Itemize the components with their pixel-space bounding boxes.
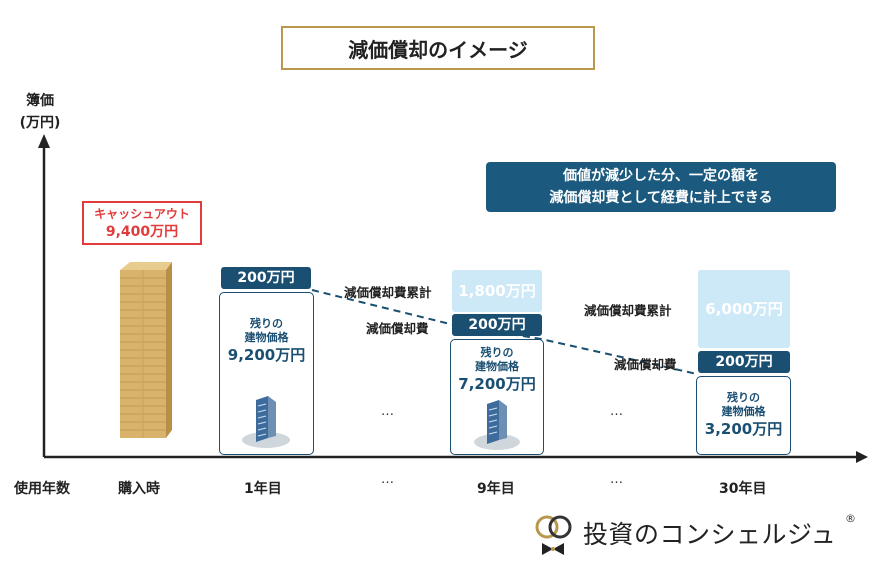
year9-accum-label: 減価償却費累計 [344, 285, 432, 300]
year30-remaining-value: 3,200万円 [704, 420, 783, 438]
ellipsis-1: … [381, 404, 394, 419]
year1-remaining-value: 9,200万円 [227, 346, 306, 364]
y-axis-arrow [38, 134, 50, 148]
year9-dep-label: 減価償却費 [366, 321, 429, 336]
x-tick-year1: 1年目 [244, 481, 282, 497]
year30-remaining-box: 残りの 建物価格 3,200万円 [696, 376, 791, 455]
year9-depreciation-box: 200万円 [452, 314, 542, 336]
x-axis-arrow [856, 451, 868, 463]
year9-building-icon [474, 400, 520, 450]
year1-remaining-line2: 建物価格 [244, 331, 289, 344]
cashout-box: キャッシュアウト 9,400万円 [82, 201, 202, 245]
callout-line2: 減価償却費として経費に計上できる [549, 190, 773, 206]
decline-trend-line [311, 289, 698, 375]
year1-remaining-line1: 残りの [250, 317, 283, 330]
logo-text: 投資のコンシェルジュ [583, 520, 837, 549]
y-axis-label-line1: 簿価 [26, 93, 54, 109]
year30-accum-label: 減価償却費累計 [584, 303, 672, 318]
page-title: 減価償却のイメージ [281, 26, 595, 70]
registered-mark: ® [845, 512, 856, 525]
cashout-label: キャッシュアウト [94, 207, 190, 221]
year9-remaining-line1: 残りの [480, 346, 514, 359]
explanation-callout: 価値が減少した分、一定の額を 減価償却費として経費に計上できる [486, 162, 836, 212]
y-axis-label: 簿価 (万円) [16, 90, 64, 134]
year30-remaining-line1: 残りの [727, 391, 760, 404]
year9-remaining-value: 7,200万円 [458, 375, 536, 393]
x-tick-year9: 9年目 [477, 481, 515, 497]
y-axis-label-line2: (万円) [19, 115, 61, 131]
x-tick-ellipsis-1: … [381, 472, 394, 487]
money-stack-icon [120, 262, 172, 438]
year1-building-icon [242, 396, 290, 448]
callout-line1: 価値が減少した分、一定の額を [563, 168, 759, 184]
x-tick-year30: 30年目 [719, 481, 767, 497]
x-axis-label: 使用年数 [14, 481, 70, 497]
cashout-value: 9,400万円 [105, 224, 179, 240]
year30-depreciation-box: 200万円 [698, 351, 790, 373]
x-tick-purchase: 購入時 [118, 481, 160, 497]
x-tick-ellipsis-2: … [610, 472, 623, 487]
year30-dep-label: 減価償却費 [614, 357, 677, 372]
year30-remaining-line2: 建物価格 [721, 405, 766, 418]
ellipsis-2: … [610, 404, 623, 419]
year1-depreciation-box: 200万円 [221, 267, 311, 289]
year9-accum-box: 1,800万円 [452, 270, 542, 312]
logo-mark-icon [535, 515, 572, 555]
year30-accum-box: 6,000万円 [698, 270, 790, 348]
year9-remaining-line2: 建物価格 [475, 360, 519, 373]
